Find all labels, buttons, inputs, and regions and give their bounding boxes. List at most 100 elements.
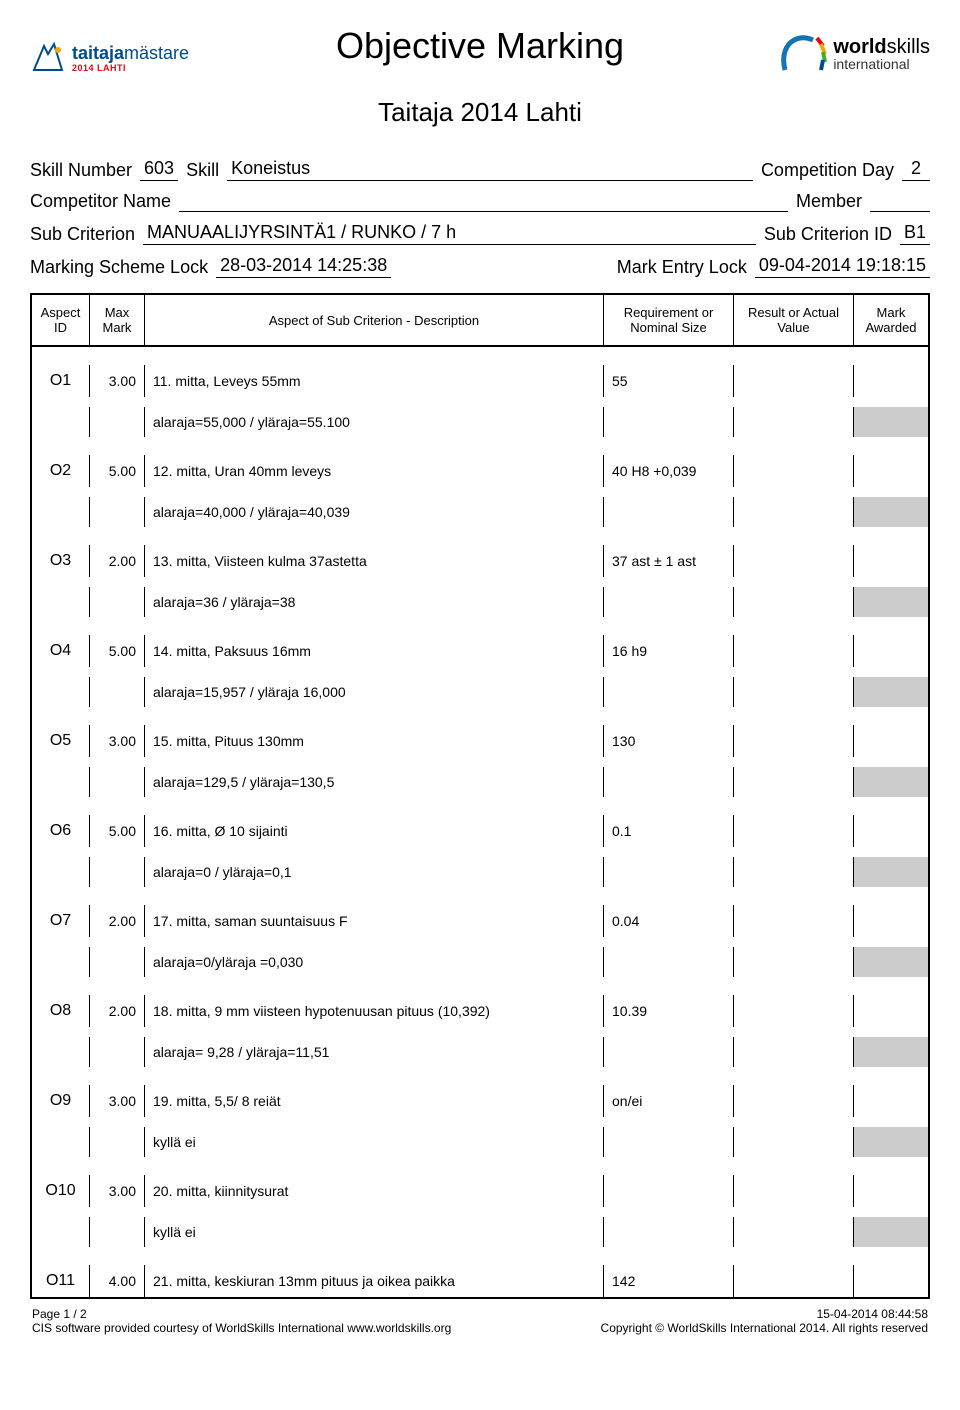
page: taitajamästare 2014 LAHTI Objective Mark… [0, 0, 960, 1345]
cell-note: alaraja=129,5 / yläraja=130,5 [145, 767, 603, 797]
cell-awarded[interactable] [853, 995, 928, 1027]
cell-max-mark: 5.00 [90, 635, 145, 667]
cell-note-awarded [853, 1037, 928, 1067]
cell-aspect-id: O10 [32, 1175, 90, 1207]
mark-entry-lock-value: 09-04-2014 19:18:15 [755, 255, 930, 278]
cell-awarded[interactable] [853, 455, 928, 487]
header: taitajamästare 2014 LAHTI Objective Mark… [30, 20, 930, 148]
cell-max-mark: 2.00 [90, 995, 145, 1027]
table-note-row: alaraja=40,000 / yläraja=40,039 [32, 497, 928, 527]
cell-awarded[interactable] [853, 1085, 928, 1117]
competition-day-label: Competition Day [761, 160, 894, 181]
worldskills-icon [779, 30, 827, 78]
cell-result[interactable] [733, 365, 853, 397]
table-row: O45.0014. mitta, Paksuus 16mm16 h9 [32, 635, 928, 667]
cell-note-awarded [853, 1217, 928, 1247]
table-note-row: alaraja= 9,28 / yläraja=11,51 [32, 1037, 928, 1067]
cell-note: kyllä ei [145, 1127, 603, 1157]
cell-description: 12. mitta, Uran 40mm leveys [145, 455, 603, 487]
cell-requirement: 142 [603, 1265, 733, 1297]
ws-line1b: skills [887, 36, 930, 58]
logo-left-word1: taitaja [72, 43, 124, 63]
footer-row2: CIS software provided courtesy of WorldS… [30, 1321, 930, 1335]
table-row: O25.0012. mitta, Uran 40mm leveys40 H8 +… [32, 455, 928, 487]
sub-criterion-value: MANUAALIJYRSINTÄ1 / RUNKO / 7 h [143, 222, 756, 245]
cell-awarded[interactable] [853, 815, 928, 847]
taitaja-icon [30, 40, 66, 76]
cell-awarded[interactable] [853, 725, 928, 757]
cell-note-awarded [853, 767, 928, 797]
cell-result[interactable] [733, 635, 853, 667]
cell-note-awarded [853, 407, 928, 437]
table-row: O93.0019. mitta, 5,5/ 8 reiäton/ei [32, 1085, 928, 1117]
th-result: Result or Actual Value [733, 295, 853, 345]
cell-description: 20. mitta, kiinnitysurat [145, 1175, 603, 1207]
table-row: O65.0016. mitta, Ø 10 sijainti0.1 [32, 815, 928, 847]
competitor-name-label: Competitor Name [30, 191, 171, 212]
ws-line1a: world [833, 36, 886, 58]
cell-description: 15. mitta, Pituus 130mm [145, 725, 603, 757]
table-note-row: kyllä ei [32, 1217, 928, 1247]
cell-awarded[interactable] [853, 365, 928, 397]
cell-description: 18. mitta, 9 mm viisteen hypotenuusan pi… [145, 995, 603, 1027]
cell-awarded[interactable] [853, 545, 928, 577]
cell-result[interactable] [733, 1265, 853, 1297]
cell-result[interactable] [733, 1085, 853, 1117]
table-row: O82.0018. mitta, 9 mm viisteen hypotenuu… [32, 995, 928, 1027]
cell-result[interactable] [733, 995, 853, 1027]
marking-scheme-lock-label: Marking Scheme Lock [30, 257, 208, 278]
cell-result[interactable] [733, 1175, 853, 1207]
competition-day-value: 2 [902, 158, 930, 181]
th-requirement: Requirement or Nominal Size [603, 295, 733, 345]
cell-max-mark: 3.00 [90, 1175, 145, 1207]
sub-title: Taitaja 2014 Lahti [210, 97, 750, 128]
cell-result[interactable] [733, 905, 853, 937]
member-value[interactable] [870, 210, 930, 212]
footer-copyright: Copyright © WorldSkills International 20… [601, 1321, 928, 1335]
member-label: Member [796, 191, 862, 212]
cell-aspect-id: O8 [32, 995, 90, 1027]
cell-aspect-id: O7 [32, 905, 90, 937]
mark-entry-lock-label: Mark Entry Lock [617, 257, 747, 278]
cell-awarded[interactable] [853, 635, 928, 667]
cell-description: 17. mitta, saman suuntaisuus F [145, 905, 603, 937]
sub-criterion-label: Sub Criterion [30, 224, 135, 245]
cell-aspect-id: O5 [32, 725, 90, 757]
cell-requirement [603, 1175, 733, 1207]
cell-note-awarded [853, 677, 928, 707]
logo-right: worldskills international [750, 20, 930, 78]
cell-note: alaraja=36 / yläraja=38 [145, 587, 603, 617]
cell-aspect-id: O2 [32, 455, 90, 487]
skill-label: Skill [186, 160, 219, 181]
logo-left-word2: mästare [124, 43, 189, 63]
meta-block: Skill Number 603 Skill Koneistus Competi… [30, 158, 930, 278]
cell-note: alaraja= 9,28 / yläraja=11,51 [145, 1037, 603, 1067]
cell-awarded[interactable] [853, 1265, 928, 1297]
skill-value: Koneistus [227, 158, 753, 181]
cell-aspect-id: O4 [32, 635, 90, 667]
footer-credit: CIS software provided courtesy of WorldS… [32, 1321, 451, 1335]
cell-aspect-id: O6 [32, 815, 90, 847]
competitor-name-value[interactable] [179, 210, 788, 212]
cell-max-mark: 3.00 [90, 1085, 145, 1117]
skill-number-label: Skill Number [30, 160, 132, 181]
cell-note-awarded [853, 857, 928, 887]
cell-awarded[interactable] [853, 905, 928, 937]
cell-result[interactable] [733, 725, 853, 757]
skill-number-value: 603 [140, 158, 178, 181]
cell-note-awarded [853, 587, 928, 617]
sub-criterion-id-value: B1 [900, 222, 930, 245]
cell-awarded[interactable] [853, 1175, 928, 1207]
cell-note: alaraja=40,000 / yläraja=40,039 [145, 497, 603, 527]
cell-result[interactable] [733, 545, 853, 577]
logo-left: taitajamästare 2014 LAHTI [30, 20, 210, 76]
marking-scheme-lock-value: 28-03-2014 14:25:38 [216, 255, 391, 278]
cell-note-awarded [853, 497, 928, 527]
table-note-row: alaraja=0 / yläraja=0,1 [32, 857, 928, 887]
cell-result[interactable] [733, 815, 853, 847]
table-body: O13.0011. mitta, Leveys 55mm55alaraja=55… [32, 347, 928, 1297]
cell-description: 14. mitta, Paksuus 16mm [145, 635, 603, 667]
cell-max-mark: 5.00 [90, 815, 145, 847]
cell-result[interactable] [733, 455, 853, 487]
center-titles: Objective Marking Taitaja 2014 Lahti [210, 20, 750, 148]
